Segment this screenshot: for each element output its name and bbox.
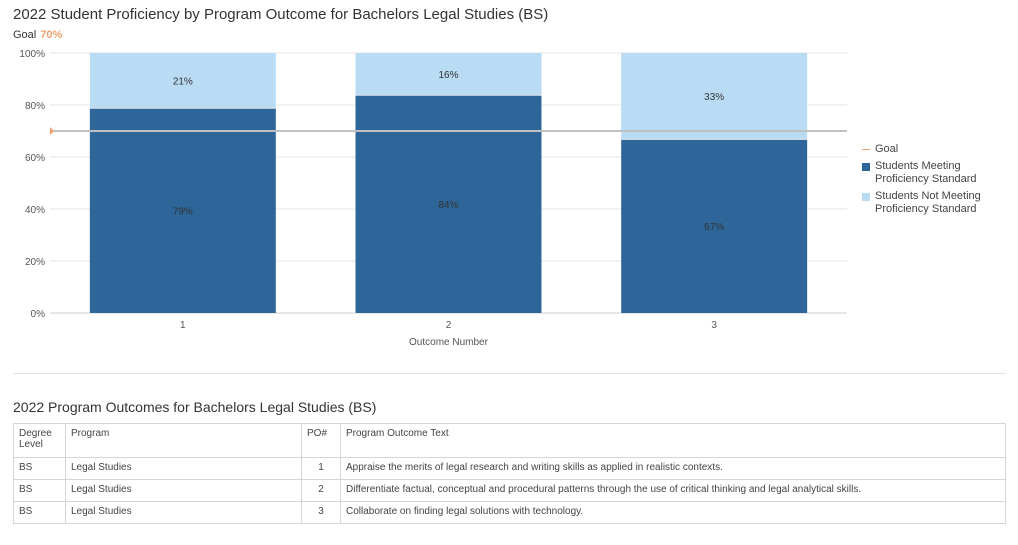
legend-box-swatch (862, 193, 870, 201)
bar-not-meeting (355, 53, 542, 95)
bar-meeting (89, 107, 276, 313)
table-title: 2022 Program Outcomes for Bachelors Lega… (13, 399, 377, 415)
bar-label-not-meeting: 21% (173, 76, 193, 87)
section-divider (13, 373, 1006, 374)
cell-outcome-text: Differentiate factual, conceptual and pr… (340, 479, 1006, 502)
legend-label: Students Meeting Proficiency Standard (875, 160, 977, 185)
table-row: BS Legal Studies 2 Differentiate factual… (13, 479, 1006, 502)
bar-label-not-meeting: 16% (438, 70, 458, 81)
cell-degree: BS (13, 479, 66, 502)
x-tick-label: 2 (446, 320, 452, 331)
cell-po: 2 (301, 479, 341, 502)
legend-box-swatch (862, 163, 870, 171)
outcomes-table: Degree Level Program PO# Program Outcome… (13, 423, 1006, 524)
cell-outcome-text: Appraise the merits of legal research an… (340, 457, 1006, 480)
legend-item: Students Meeting Proficiency Standard (862, 160, 981, 186)
legend-item: Students Not Meeting Proficiency Standar… (862, 190, 981, 216)
cell-po: 1 (301, 457, 341, 480)
cell-po: 3 (301, 501, 341, 524)
cell-program: Legal Studies (65, 457, 302, 480)
y-tick-label: 40% (25, 205, 45, 216)
cell-program: Legal Studies (65, 479, 302, 502)
cell-outcome-text: Collaborate on finding legal solutions w… (340, 501, 1006, 524)
cell-degree: BS (13, 501, 66, 524)
header-po-number: PO# (301, 423, 341, 458)
header-outcome-text: Program Outcome Text (340, 423, 1006, 458)
y-tick-label: 20% (25, 257, 45, 268)
legend-line-swatch (862, 149, 870, 150)
proficiency-chart: 0% 20% 40% 60% 80% 100% 79% 21% 1 84% 16% 2 67% 33% 3 O… (19, 49, 847, 348)
goal-caption-label: Goal (13, 29, 37, 41)
chart-title: 2022 Student Proficiency by Program Outc… (13, 6, 549, 23)
bar-not-meeting (621, 53, 808, 139)
y-tick-label: 80% (25, 101, 45, 112)
bar-meeting (621, 138, 808, 313)
table-row: BS Legal Studies 1 Appraise the merits o… (13, 457, 1006, 480)
chart-legend: Goal Students Meeting Proficiency Standar… (862, 143, 981, 220)
table-row: BS Legal Studies 3 Collaborate on findin… (13, 501, 1006, 524)
y-tick-label: 100% (19, 49, 45, 60)
x-axis-label: Outcome Number (409, 337, 489, 348)
table-header-row: Degree Level Program PO# Program Outcome… (13, 423, 1006, 458)
goal-marker-icon (50, 127, 54, 135)
header-program: Program (65, 423, 302, 458)
legend-label: Students Not Meeting Proficiency Standar… (875, 190, 981, 215)
y-tick-label: 0% (31, 309, 46, 320)
bar-not-meeting (89, 53, 276, 108)
legend-item: Goal (862, 143, 981, 156)
x-tick-label: 3 (711, 320, 717, 331)
goal-caption-value: 70% (40, 29, 63, 41)
header-degree-level: Degree Level (13, 423, 66, 458)
x-tick-label: 1 (180, 320, 186, 331)
y-tick-label: 60% (25, 153, 45, 164)
goal-caption: Goal 70% (13, 29, 62, 41)
legend-label: Goal (875, 143, 899, 155)
bar-label-meeting: 84% (438, 200, 458, 211)
bar-label-meeting: 67% (704, 222, 724, 233)
cell-program: Legal Studies (65, 501, 302, 524)
bar-label-not-meeting: 33% (704, 92, 724, 103)
bar-label-meeting: 79% (173, 206, 193, 217)
cell-degree: BS (13, 457, 66, 480)
